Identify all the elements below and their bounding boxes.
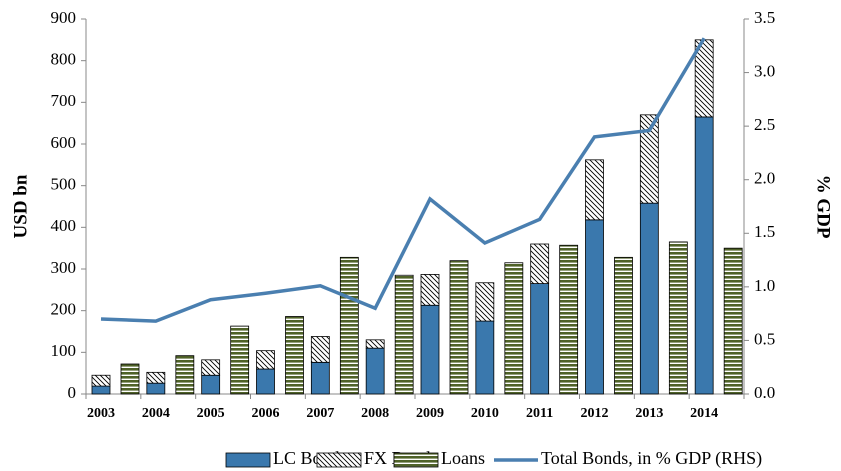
- bar: [310, 336, 330, 363]
- y-tick-label: 800: [51, 50, 77, 69]
- bar: [146, 382, 166, 395]
- bar: [91, 374, 111, 387]
- bar: [365, 339, 385, 349]
- bar: [256, 368, 275, 395]
- bar: [668, 241, 688, 395]
- y2-tick-label: 0.5: [754, 329, 775, 348]
- y-tick-label: 400: [51, 216, 77, 235]
- bar: [201, 359, 221, 376]
- y-tick-label: 300: [51, 258, 77, 277]
- y2-tick-label: 2.0: [754, 169, 775, 188]
- legend-swatch: [316, 452, 362, 468]
- y2-tick-label: 3.5: [754, 8, 775, 27]
- bar: [475, 282, 495, 322]
- bar: [256, 350, 275, 370]
- x-tick-label: 2008: [361, 406, 389, 421]
- legend-swatch: [225, 452, 271, 468]
- y-tick-label: 100: [51, 341, 77, 360]
- bar: [230, 325, 250, 395]
- x-tick-label: 2014: [690, 406, 718, 421]
- y2-tick-label: 2.5: [754, 115, 775, 134]
- bar: [475, 320, 495, 395]
- bar: [504, 262, 524, 395]
- legend-swatch: [393, 452, 439, 468]
- bar: [559, 244, 579, 395]
- bar: [394, 274, 414, 395]
- x-tick-label: 2011: [526, 406, 553, 421]
- bar: [585, 219, 604, 395]
- bar: [530, 283, 550, 395]
- bar: [365, 347, 385, 395]
- bar: [339, 256, 359, 395]
- bar: [530, 243, 550, 284]
- y2-tick-label: 1.5: [754, 222, 775, 241]
- x-tick-label: 2010: [471, 406, 499, 421]
- x-tick-label: 2005: [197, 406, 225, 421]
- bar: [310, 361, 330, 395]
- legend-label: Loans: [441, 448, 485, 468]
- line: [100, 37, 706, 323]
- y2-tick-label: 0.0: [754, 383, 775, 402]
- y-tick-label: 900: [51, 8, 77, 27]
- bar: [201, 374, 221, 395]
- y-tick-label: 700: [51, 91, 77, 110]
- x-tick-label: 2007: [306, 406, 334, 421]
- bar: [420, 274, 440, 306]
- bar: [723, 247, 743, 395]
- bar: [420, 304, 440, 395]
- y-tick-label: 500: [51, 175, 77, 194]
- bar: [639, 114, 659, 204]
- bar: [585, 159, 604, 221]
- y2-tick-label: 3.0: [754, 61, 775, 80]
- y-tick-label: 200: [51, 300, 77, 319]
- x-tick-label: 2004: [142, 406, 170, 421]
- bar: [175, 355, 195, 395]
- y-tick-label: 600: [51, 133, 77, 152]
- bar: [639, 202, 659, 395]
- bar: [120, 363, 140, 395]
- x-tick-label: 2013: [635, 406, 663, 421]
- y2-tick-label: 1.0: [754, 276, 775, 295]
- x-tick-label: 2009: [416, 406, 444, 421]
- x-tick-label: 2006: [252, 406, 280, 421]
- x-tick-label: 2003: [87, 406, 115, 421]
- legend-label: Total Bonds, in % GDP (RHS): [541, 448, 762, 469]
- bar: [285, 316, 304, 395]
- bar: [449, 260, 469, 395]
- bar: [146, 371, 166, 384]
- y-tick-label: 0: [68, 383, 77, 402]
- y2-axis-title: % GDP: [813, 175, 834, 239]
- x-tick-label: 2012: [581, 406, 609, 421]
- bar: [91, 385, 111, 395]
- bar: [614, 256, 633, 395]
- bar: [694, 116, 714, 395]
- y-axis-title: USD bn: [10, 174, 31, 238]
